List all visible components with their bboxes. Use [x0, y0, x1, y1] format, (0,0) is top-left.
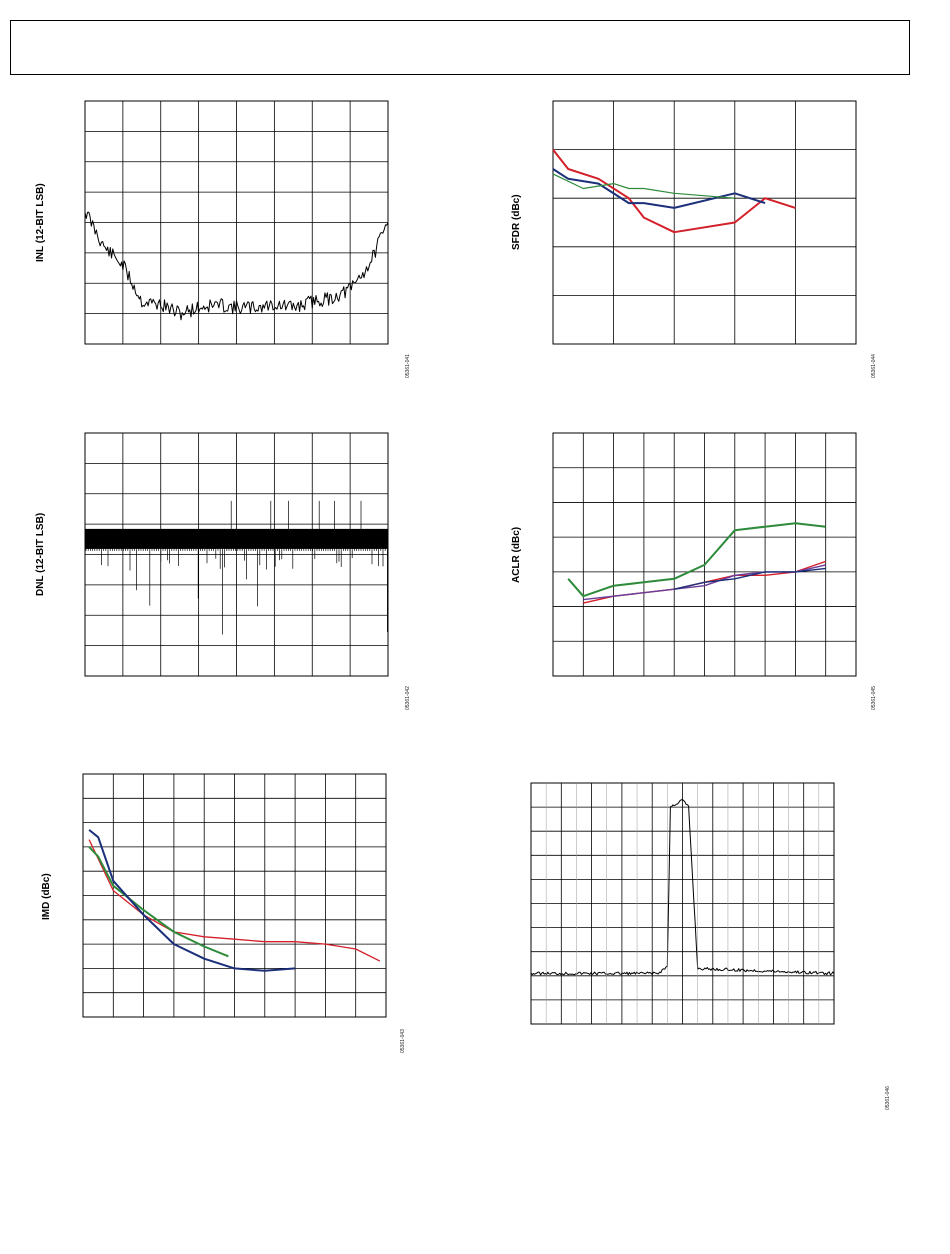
plot-frame [530, 782, 835, 1025]
aclr-figure-code: 05361-045 [871, 686, 877, 710]
inl-ylabel: INL (12-BIT LSB) [35, 183, 46, 262]
imd-series-red [88, 839, 381, 962]
plot-frame [552, 432, 857, 677]
dnl-chart [84, 432, 389, 677]
imd-figure-code: 05361-043 [400, 1029, 406, 1053]
sfdr-series-red [552, 148, 796, 234]
dnl-band [85, 528, 388, 549]
sfdr-series-blue [552, 168, 766, 209]
imd-series-blue [88, 829, 296, 972]
sfdr-figure-code: 05361-044 [871, 354, 877, 378]
aclr-series-green [567, 522, 826, 598]
spectrum-figure-code: 05361-046 [885, 1086, 891, 1110]
aclr-ylabel: ACLR (dBc) [511, 526, 522, 583]
dnl-figure-code: 05361-042 [405, 686, 411, 710]
inl-figure-code: 05361-041 [405, 354, 411, 378]
spectrum-chart [530, 782, 835, 1025]
sfdr-ylabel: SFDR (dBc) [511, 194, 522, 250]
inl-chart [84, 100, 389, 345]
inl-series-line [84, 211, 389, 321]
sfdr-chart [552, 100, 857, 345]
dnl-ylabel: DNL (12-BIT LSB) [35, 512, 46, 596]
plot-frame [84, 432, 389, 677]
imd-ylabel: IMD (dBc) [41, 873, 52, 920]
sfdr-series-green [552, 173, 735, 199]
aclr-series-blue [674, 567, 826, 590]
imd-chart [82, 773, 387, 1018]
plot-frame [552, 100, 857, 345]
spectrum-series-line [530, 799, 835, 976]
plot-frame [82, 773, 387, 1018]
aclr-chart [552, 432, 857, 677]
imd-series-green [88, 846, 229, 958]
page-header-box [10, 20, 910, 75]
